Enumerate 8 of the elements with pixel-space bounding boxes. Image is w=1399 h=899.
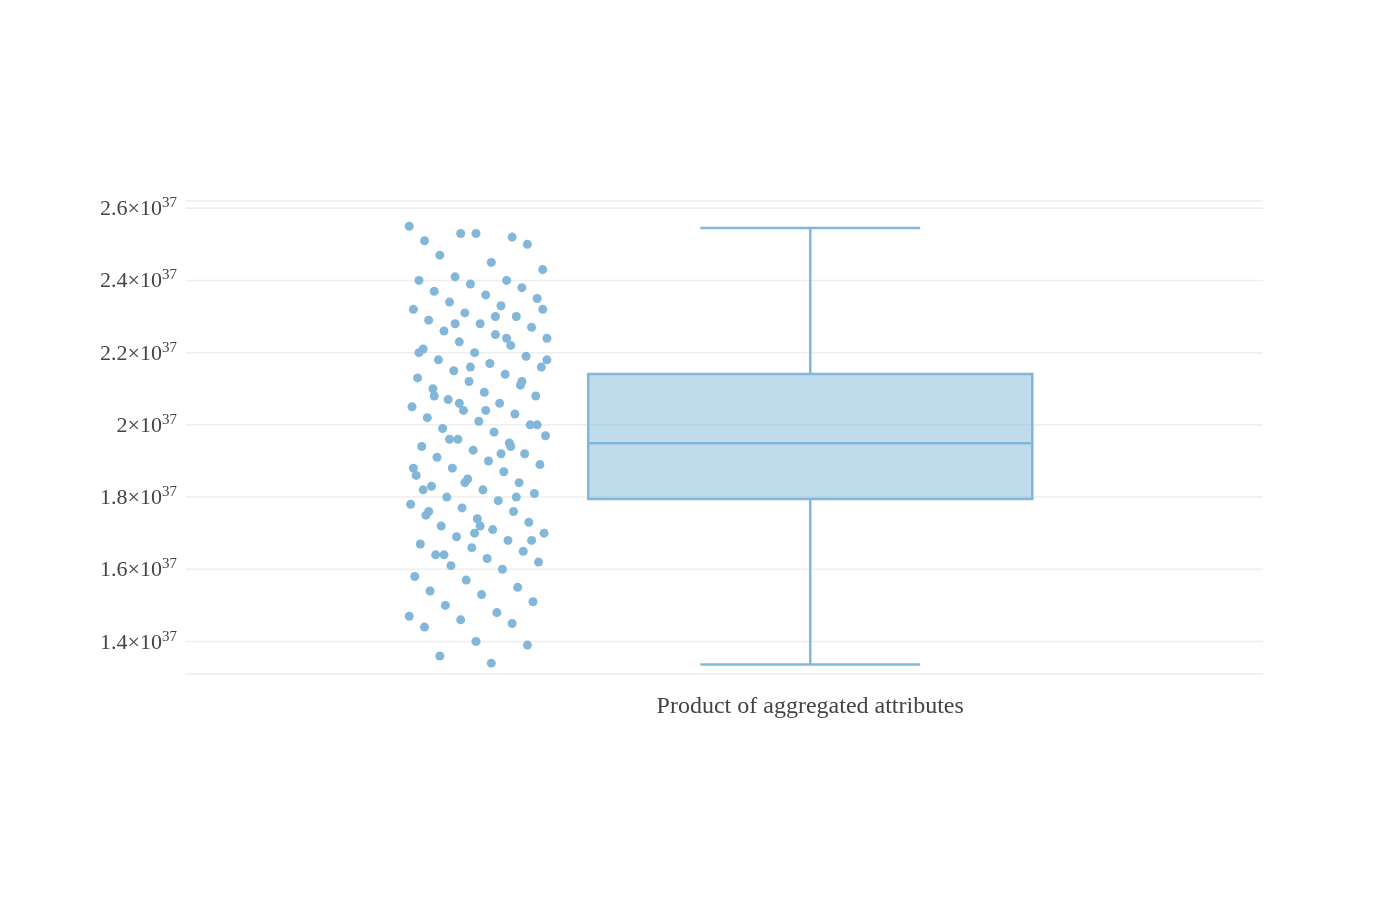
y-tick-label: 1.6×10$^{37}$	[100, 555, 178, 582]
y-tick-label: 2×10$^{37}$	[116, 410, 178, 437]
y-tick-label: 1.8×10$^{37}$	[100, 483, 178, 510]
y-tick-label: 2.2×10$^{37}$	[100, 338, 178, 365]
x-tick-label: Product of aggregated attributes	[656, 692, 964, 719]
y-tick-label: 2.4×10$^{37}$	[100, 266, 178, 293]
y-tick-label: 1.4×10$^{37}$	[100, 627, 178, 654]
y-tick-label: 2.6×10$^{37}$	[100, 194, 178, 221]
